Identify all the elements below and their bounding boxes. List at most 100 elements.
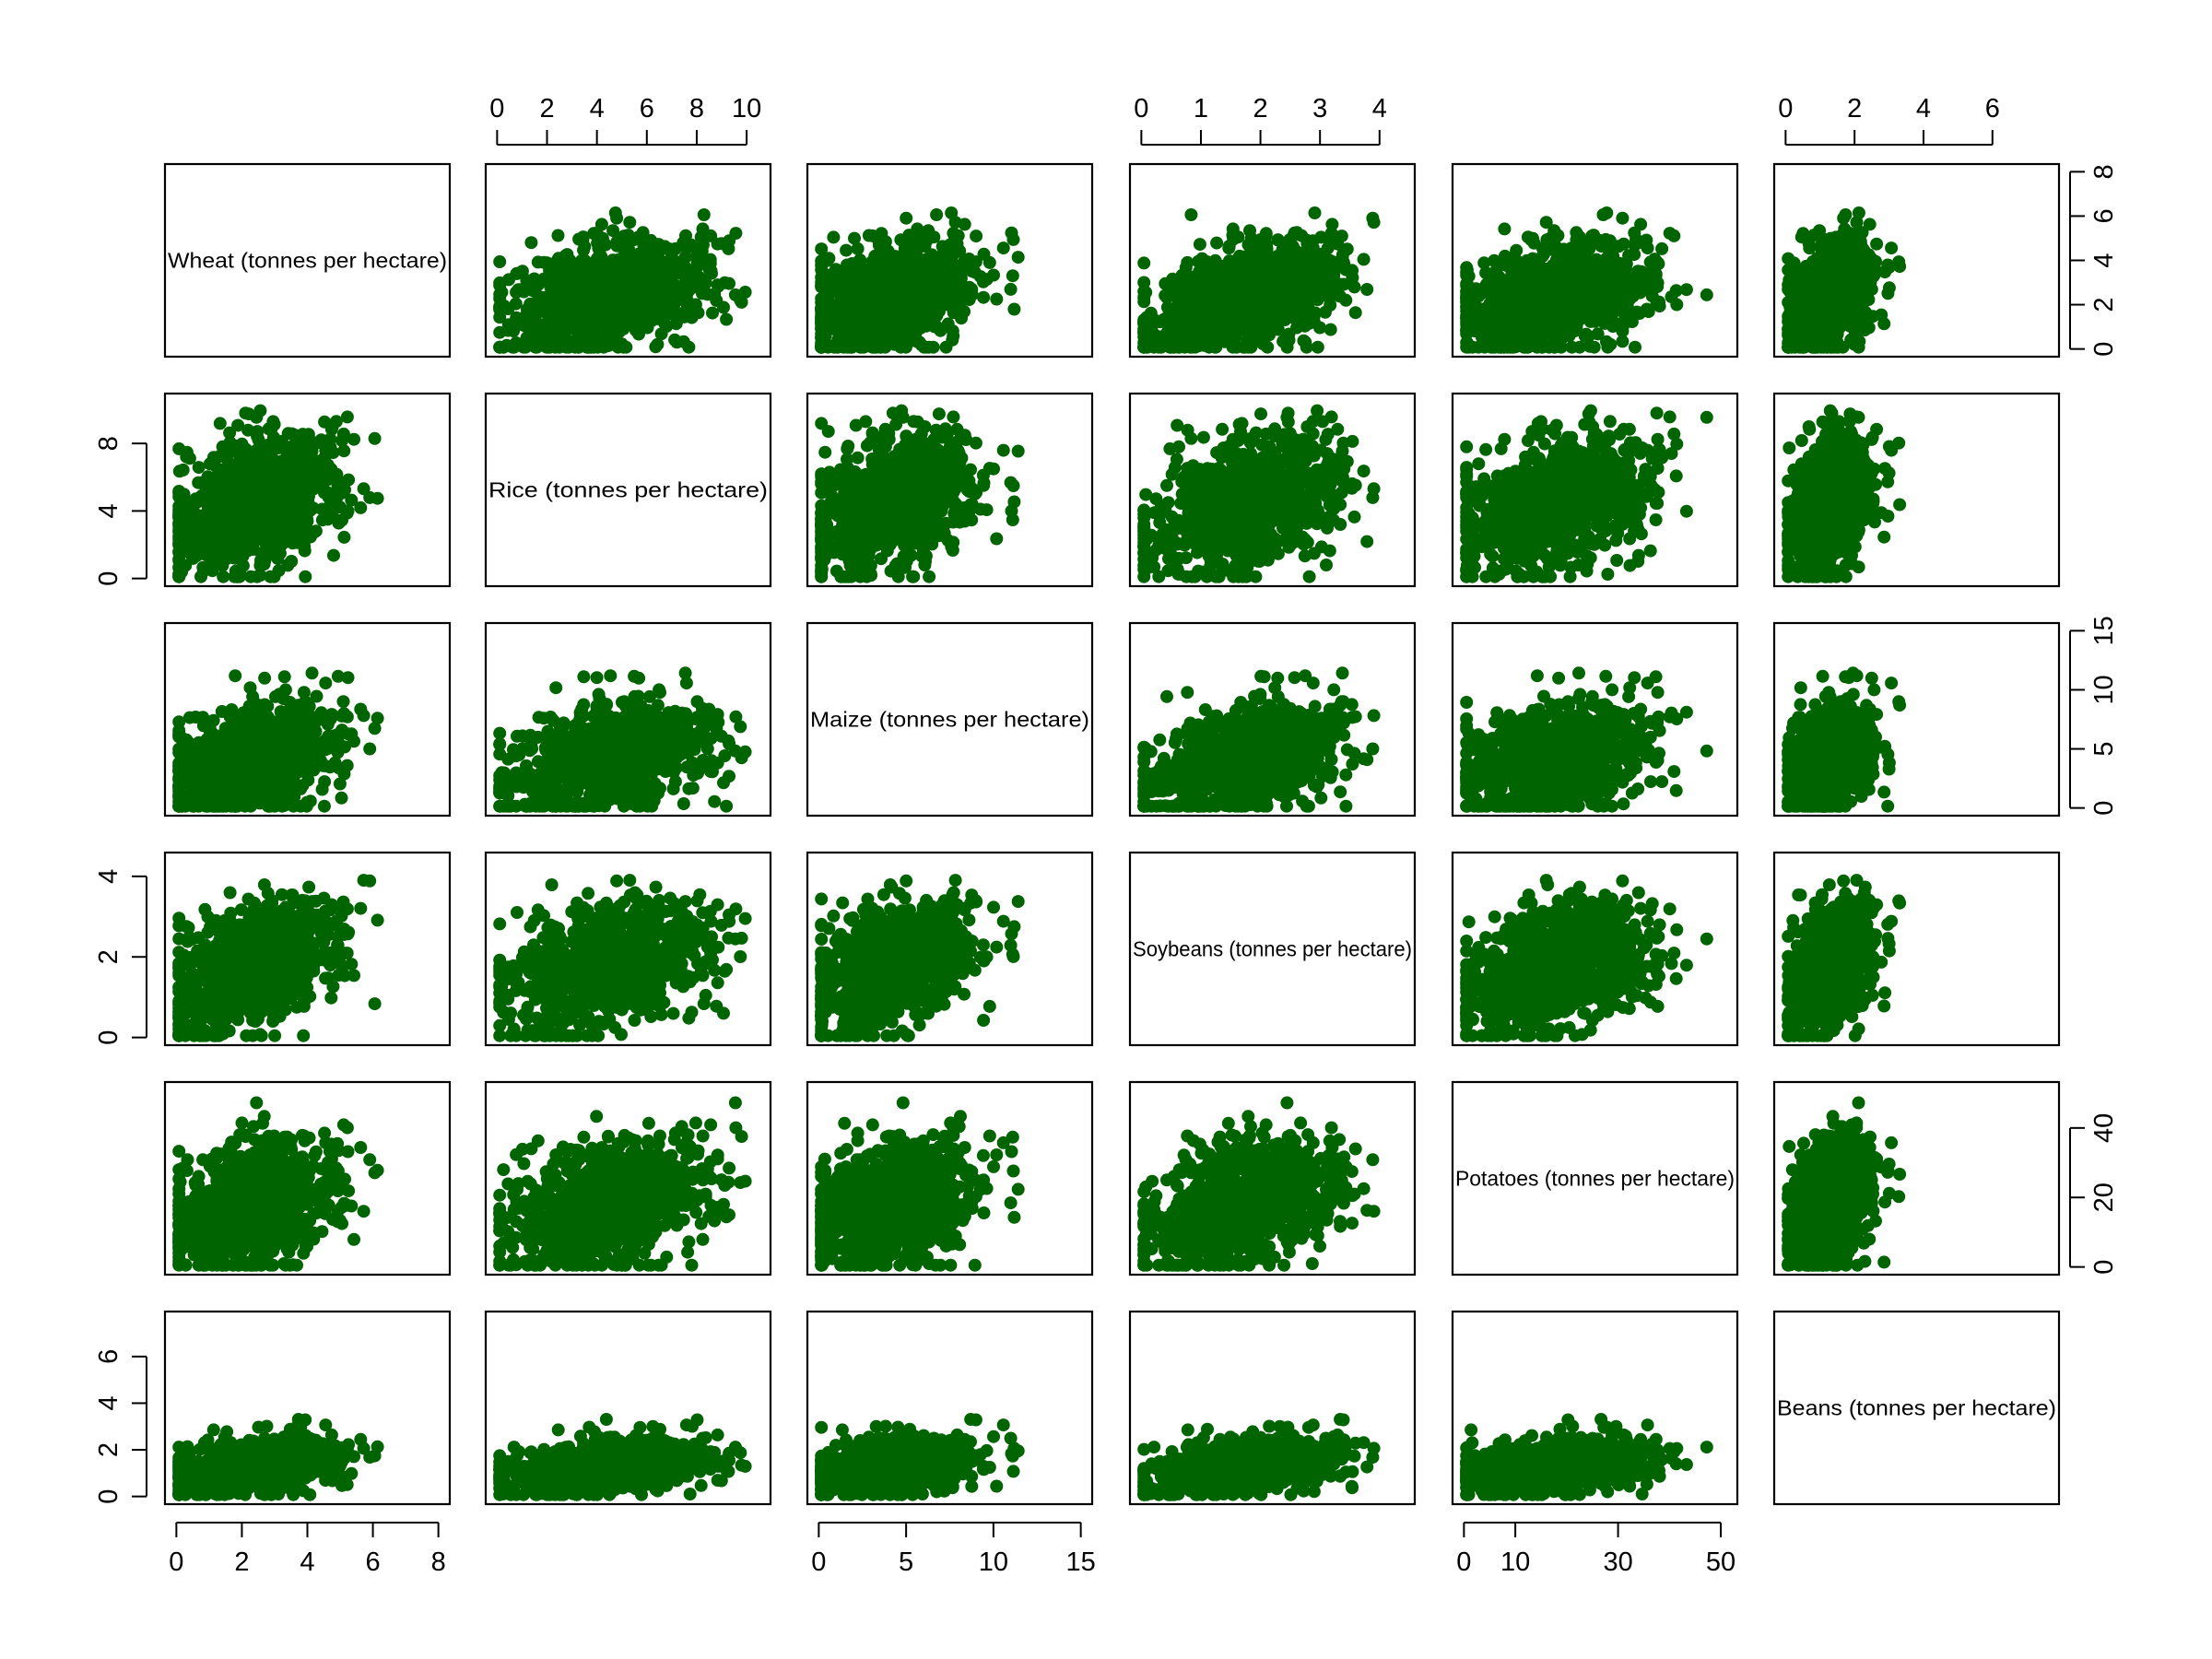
data-point: [735, 295, 748, 309]
data-point: [893, 283, 907, 297]
data-point: [1479, 266, 1493, 280]
data-point: [1812, 266, 1826, 280]
data-point: [1653, 300, 1666, 313]
data-point: [977, 247, 991, 261]
data-point: [882, 309, 896, 323]
data-point: [1204, 266, 1218, 280]
data-point: [633, 267, 647, 281]
data-point: [1882, 281, 1896, 295]
data-point: [863, 313, 877, 327]
data-point: [1288, 244, 1302, 258]
data-point: [649, 340, 663, 354]
data-point: [1523, 338, 1536, 352]
data-point: [1468, 314, 1482, 328]
data-point: [554, 326, 567, 340]
data-point: [1218, 314, 1231, 328]
data-point: [594, 218, 608, 231]
data-point: [623, 216, 637, 229]
data-point: [1460, 261, 1474, 275]
data-point: [632, 324, 646, 337]
data-point: [192, 461, 206, 475]
data-point: [1816, 283, 1830, 297]
data-point: [651, 312, 665, 325]
data-point: [509, 297, 523, 311]
panel-1-0: [163, 392, 452, 588]
data-point: [1566, 242, 1580, 256]
data-point: [1591, 327, 1605, 341]
data-point: [1006, 232, 1020, 246]
data-point: [1290, 226, 1304, 240]
data-point: [1565, 340, 1579, 354]
data-point: [1319, 252, 1333, 265]
data-point: [898, 242, 912, 256]
data-point: [1183, 340, 1197, 354]
data-point: [1605, 308, 1618, 322]
panel-frame: [1772, 162, 2061, 359]
data-point: [1007, 302, 1021, 316]
panel-frame: [1128, 162, 1417, 359]
data-point: [1824, 313, 1837, 327]
panel-0-5: [1772, 162, 2061, 359]
data-point: [1798, 266, 1812, 280]
data-point: [507, 340, 521, 354]
data-point: [1855, 312, 1869, 326]
data-point: [815, 302, 829, 316]
data-point: [1512, 320, 1526, 334]
data-point: [918, 237, 932, 251]
data-point: [1232, 249, 1246, 263]
data-point: [940, 273, 954, 287]
data-point: [1679, 283, 1693, 297]
data-point: [1360, 283, 1374, 296]
data-point: [706, 306, 719, 320]
data-point: [1527, 309, 1541, 323]
data-point: [694, 230, 708, 244]
data-point: [1540, 274, 1554, 288]
data-point: [1547, 243, 1560, 257]
data-point: [1559, 277, 1572, 291]
data-point: [835, 317, 849, 331]
data-point: [949, 264, 963, 277]
data-point: [1271, 233, 1285, 247]
data-point: [1839, 208, 1853, 221]
data-point: [1308, 206, 1322, 219]
data-point: [1276, 243, 1289, 257]
data-point: [1488, 340, 1501, 354]
points-group: [172, 404, 384, 583]
data-point: [904, 263, 918, 276]
data-point: [1216, 283, 1230, 297]
data-point: [1870, 237, 1884, 251]
data-point: [664, 242, 677, 256]
data-point: [1193, 324, 1206, 337]
data-point: [577, 243, 591, 257]
data-point: [608, 206, 622, 219]
data-point: [531, 255, 545, 269]
data-point: [1193, 238, 1206, 252]
panel-frame: [1451, 162, 1739, 359]
data-point: [666, 296, 680, 310]
data-point: [856, 323, 870, 336]
panel-0-1: [484, 162, 772, 359]
data-point: [1651, 255, 1665, 269]
data-point: [1297, 334, 1311, 347]
data-point: [1208, 329, 1222, 343]
data-point: [1603, 234, 1617, 248]
data-point: [1283, 260, 1297, 274]
data-point: [368, 431, 382, 445]
data-point: [1617, 237, 1630, 251]
data-point: [592, 310, 606, 324]
data-point: [493, 340, 507, 354]
data-point: [1893, 260, 1907, 274]
data-point: [1588, 314, 1602, 328]
data-point: [1329, 278, 1343, 292]
data-point: [866, 260, 880, 274]
data-point: [1240, 320, 1253, 334]
data-point: [1286, 296, 1299, 310]
data-point: [1635, 265, 1649, 279]
data-point: [1612, 267, 1626, 281]
data-point: [1346, 264, 1359, 277]
data-point: [1494, 326, 1508, 340]
data-point: [1629, 340, 1641, 354]
data-point: [1600, 335, 1613, 348]
data-point: [930, 208, 944, 221]
